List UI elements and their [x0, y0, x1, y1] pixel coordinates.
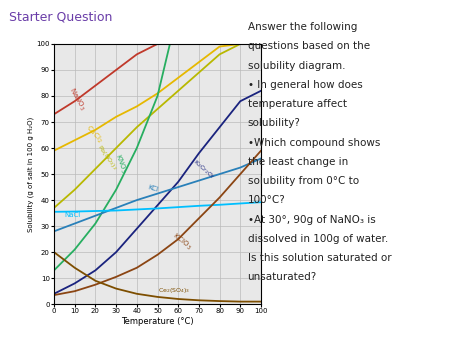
Text: KCl: KCl [147, 184, 159, 193]
Text: • In general how does: • In general how does [248, 80, 362, 90]
Text: Ce$_2$(SO$_4$)$_3$: Ce$_2$(SO$_4$)$_3$ [158, 286, 190, 295]
Text: unsaturated?: unsaturated? [248, 272, 317, 283]
Text: •Which compound shows: •Which compound shows [248, 138, 380, 148]
Text: temperature affect: temperature affect [248, 99, 346, 109]
Text: KNO$_3$: KNO$_3$ [112, 152, 128, 175]
Text: Answer the following: Answer the following [248, 22, 357, 32]
Text: dissolved in 100g of water.: dissolved in 100g of water. [248, 234, 388, 244]
Text: Starter Question: Starter Question [9, 10, 112, 23]
Text: the least change in: the least change in [248, 157, 348, 167]
Text: solubility from 0°C to: solubility from 0°C to [248, 176, 359, 186]
Text: NaNO$_3$: NaNO$_3$ [67, 86, 88, 113]
Text: NaCl: NaCl [64, 212, 81, 218]
Text: 100°C?: 100°C? [248, 195, 285, 206]
Text: KClO$_3$: KClO$_3$ [170, 231, 194, 252]
Text: K$_2$Cr$_2$O$_7$: K$_2$Cr$_2$O$_7$ [191, 157, 216, 181]
Text: CaCl$_2$: CaCl$_2$ [83, 123, 104, 145]
Y-axis label: Solubility (g of salt in 100 g H₂O): Solubility (g of salt in 100 g H₂O) [27, 117, 34, 232]
Text: •At 30°, 90g of NaNO₃ is: •At 30°, 90g of NaNO₃ is [248, 215, 375, 225]
Text: questions based on the: questions based on the [248, 41, 369, 51]
X-axis label: Temperature (°C): Temperature (°C) [121, 317, 194, 326]
Text: Pb(NO$_3$)$_2$: Pb(NO$_3$)$_2$ [95, 143, 120, 172]
Text: solubility diagram.: solubility diagram. [248, 61, 345, 71]
Text: solubility?: solubility? [248, 118, 301, 128]
Text: Is this solution saturated or: Is this solution saturated or [248, 253, 391, 263]
